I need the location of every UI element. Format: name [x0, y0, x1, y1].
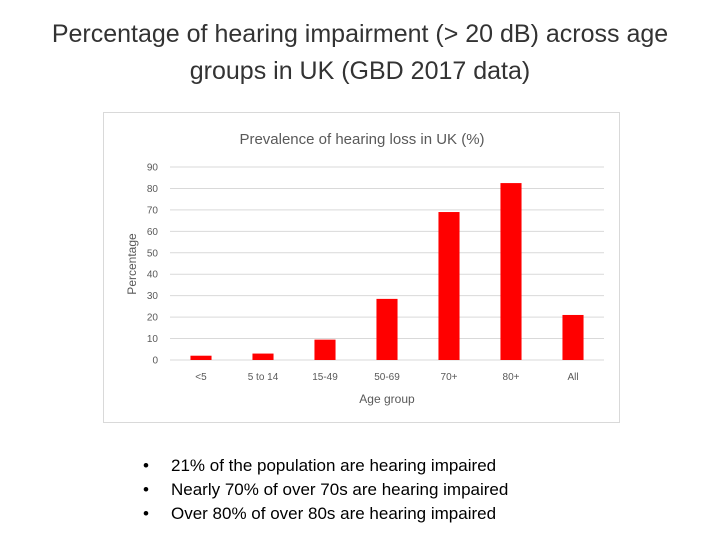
bullet-dot: • [143, 504, 149, 523]
bar [562, 314, 584, 360]
bar-chart: Prevalence of hearing loss in UK (%) Per… [125, 131, 604, 406]
gridlines [170, 166, 604, 361]
chart-title: Prevalence of hearing loss in UK (%) [239, 131, 484, 148]
bullet-list: • 21% of the population are hearing impai… [140, 454, 508, 526]
chart-area: Prevalence of hearing loss in UK (%) Per… [103, 112, 620, 423]
bar [252, 353, 274, 360]
x-tick-label: All [567, 372, 578, 383]
bar [438, 212, 460, 360]
x-tick-label: 50-69 [374, 372, 400, 383]
bars [190, 183, 584, 360]
y-tick-label: 60 [147, 227, 159, 238]
y-axis-title: Percentage [125, 233, 139, 295]
y-tick-label: 50 [147, 248, 159, 259]
bar [376, 298, 398, 360]
bullet-text: 21% of the population are hearing impair… [171, 456, 497, 475]
bar [190, 355, 212, 360]
y-tick-label: 20 [147, 313, 159, 324]
x-tick-label: 70+ [441, 372, 458, 383]
y-tick-label: 30 [147, 291, 159, 302]
bullet-item: • Nearly 70% of over 70s are hearing impa… [140, 478, 508, 502]
bullet-text: Nearly 70% of over 70s are hearing impai… [171, 480, 509, 499]
slide-title-line-2: groups in UK (GBD 2017 data) [189, 57, 531, 85]
bar [500, 183, 522, 360]
y-tick-labels: 0 10 20 30 40 50 60 70 80 90 [147, 163, 159, 367]
x-tick-label: 80+ [503, 372, 520, 383]
y-tick-label: 0 [152, 356, 158, 367]
x-tick-label: 5 to 14 [248, 372, 279, 383]
y-tick-label: 80 [147, 184, 159, 195]
bar [314, 339, 336, 360]
bullet-item: • Over 80% of over 80s are hearing impair… [140, 502, 508, 526]
slide-title-line-1: Percentage of hearing impairment (> 20 d… [51, 20, 669, 48]
y-tick-label: 10 [147, 334, 159, 345]
bullet-dot: • [143, 480, 149, 499]
slide-title: Percentage of hearing impairment (> 20 d… [0, 16, 720, 90]
x-tick-label: <5 [195, 372, 207, 383]
x-tick-label: 15-49 [312, 372, 338, 383]
y-tick-label: 40 [147, 270, 159, 281]
y-tick-label: 90 [147, 163, 159, 174]
x-axis-title: Age group [359, 392, 415, 406]
bullet-dot: • [143, 456, 149, 475]
y-tick-label: 70 [147, 205, 159, 216]
bullet-text: Over 80% of over 80s are hearing impaire… [171, 504, 497, 523]
bullet-item: • 21% of the population are hearing impai… [140, 454, 508, 478]
x-tick-labels: <5 5 to 14 15-49 50-69 70+ 80+ All [195, 372, 578, 383]
